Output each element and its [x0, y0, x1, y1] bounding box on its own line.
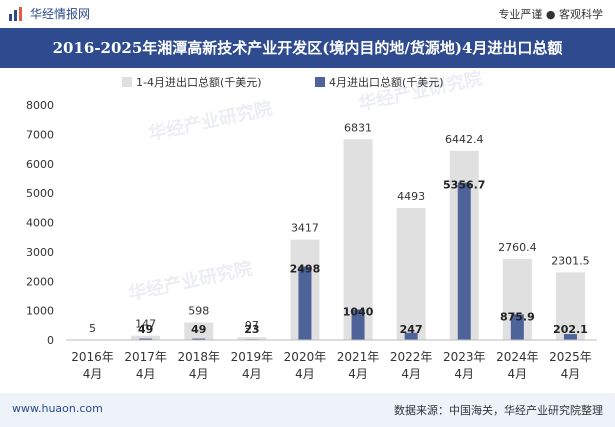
- slogan: 专业严谨 ● 客观科学: [498, 8, 603, 21]
- x-tick-label-month: 4月: [454, 367, 474, 381]
- data-label-series1: 2301.5: [551, 254, 590, 267]
- data-label-series2: 23: [244, 323, 259, 336]
- title-bar: 2016-2025年湘潭高新技术产业开发区(境内目的地/货源地)4月进出口总额: [0, 28, 615, 68]
- bar-series2: [298, 266, 312, 340]
- x-tick-label-year: 2020年: [284, 350, 327, 364]
- x-tick-label-month: 4月: [401, 367, 421, 381]
- watermark-2: 华经产业研究院: [356, 67, 484, 115]
- x-tick-label-month: 4月: [508, 367, 528, 381]
- footer: www.huaon.com 数据来源：中国海关，华经产业研究院整理: [0, 393, 615, 427]
- y-tick-label: 5000: [26, 187, 54, 200]
- data-label-series1: 6442.4: [445, 133, 484, 146]
- x-tick-label-month: 4月: [295, 367, 315, 381]
- x-tick-label-year: 2017年: [124, 350, 167, 364]
- logo-icon: [9, 7, 22, 21]
- bar-series1: [184, 322, 214, 340]
- y-tick-label: 7000: [26, 128, 54, 141]
- data-label-series1: 97: [245, 319, 259, 332]
- watermark-3: 华经产业研究院: [126, 257, 254, 305]
- y-tick-label: 2000: [26, 275, 54, 288]
- data-label-series1: 2760.4: [498, 241, 537, 254]
- bar-series1: [343, 139, 373, 340]
- top-bar: 华经情报网 专业严谨 ● 客观科学: [0, 0, 615, 28]
- data-label-series2: 49: [191, 323, 206, 336]
- data-label-series1: 6831: [344, 121, 372, 134]
- data-label-series1: 5: [89, 322, 96, 335]
- x-tick-label-month: 4月: [348, 367, 368, 381]
- data-label-series1: 147: [135, 318, 156, 331]
- x-tick-label-year: 2018年: [177, 350, 220, 364]
- data-label-series2: 5356.7: [443, 179, 485, 192]
- x-tick-label-year: 2021年: [337, 350, 380, 364]
- chart-title: 2016-2025年湘潭高新技术产业开发区(境内目的地/货源地)4月进出口总额: [52, 39, 563, 57]
- y-tick-label: 8000: [26, 99, 54, 112]
- bar-series2: [510, 314, 524, 340]
- data-label-series1: 3417: [291, 222, 319, 235]
- x-tick-label-month: 4月: [136, 367, 156, 381]
- bar-series2: [351, 309, 365, 340]
- bar-series2: [563, 334, 577, 340]
- data-label-series1: 4493: [397, 190, 425, 203]
- y-tick-label: 3000: [26, 246, 54, 259]
- data-label-series2: 247: [400, 323, 423, 336]
- legend-label-2: 4月进出口总额(千美元): [329, 75, 444, 89]
- y-tick-label: 0: [47, 334, 54, 347]
- legend-swatch-2: [315, 77, 325, 87]
- data-label-series2: 202.1: [553, 323, 588, 336]
- bar-series2: [192, 338, 206, 340]
- bar-series2: [139, 338, 153, 340]
- brand-name: 华经情报网: [30, 7, 91, 21]
- bar-series1: [131, 335, 161, 340]
- watermark-1: 华经产业研究院: [146, 97, 274, 145]
- data-label-series2: 1040: [343, 305, 374, 318]
- x-tick-label-year: 2022年: [390, 350, 433, 364]
- bar-series1: [555, 272, 585, 340]
- data-label-series2: 875.9: [500, 310, 535, 323]
- data-label-series1: 598: [188, 304, 209, 317]
- x-tick-label-year: 2016年: [71, 350, 114, 364]
- x-tick-label-year: 2023年: [443, 350, 486, 364]
- y-tick-label: 6000: [26, 158, 54, 171]
- data-label-series2: 2498: [290, 263, 321, 276]
- legend-swatch-1: [122, 77, 132, 87]
- bar-series2: [457, 182, 471, 340]
- bar-series1: [237, 337, 267, 340]
- site-url: www.huaon.com: [12, 402, 103, 415]
- x-tick-label-year: 2024年: [496, 350, 539, 364]
- x-tick-label-year: 2019年: [231, 350, 274, 364]
- legend-label-1: 1-4月进出口总额(千美元): [136, 75, 262, 89]
- bar-series2: [404, 332, 418, 340]
- bar-series1: [396, 208, 426, 340]
- x-tick-label-month: 4月: [189, 367, 209, 381]
- data-label-series2: 49: [138, 323, 153, 336]
- y-tick-label: 4000: [26, 217, 54, 230]
- data-source: 数据来源：中国海关，华经产业研究院整理: [394, 404, 603, 417]
- x-tick-label-month: 4月: [561, 367, 581, 381]
- x-tick-label-month: 4月: [242, 367, 262, 381]
- x-tick-label-month: 4月: [83, 367, 103, 381]
- y-tick-label: 1000: [26, 305, 54, 318]
- x-tick-label-year: 2025年: [549, 350, 592, 364]
